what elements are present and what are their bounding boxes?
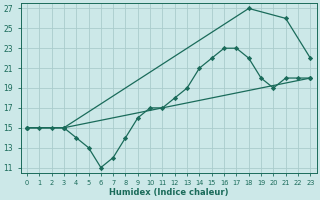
X-axis label: Humidex (Indice chaleur): Humidex (Indice chaleur) <box>109 188 228 197</box>
